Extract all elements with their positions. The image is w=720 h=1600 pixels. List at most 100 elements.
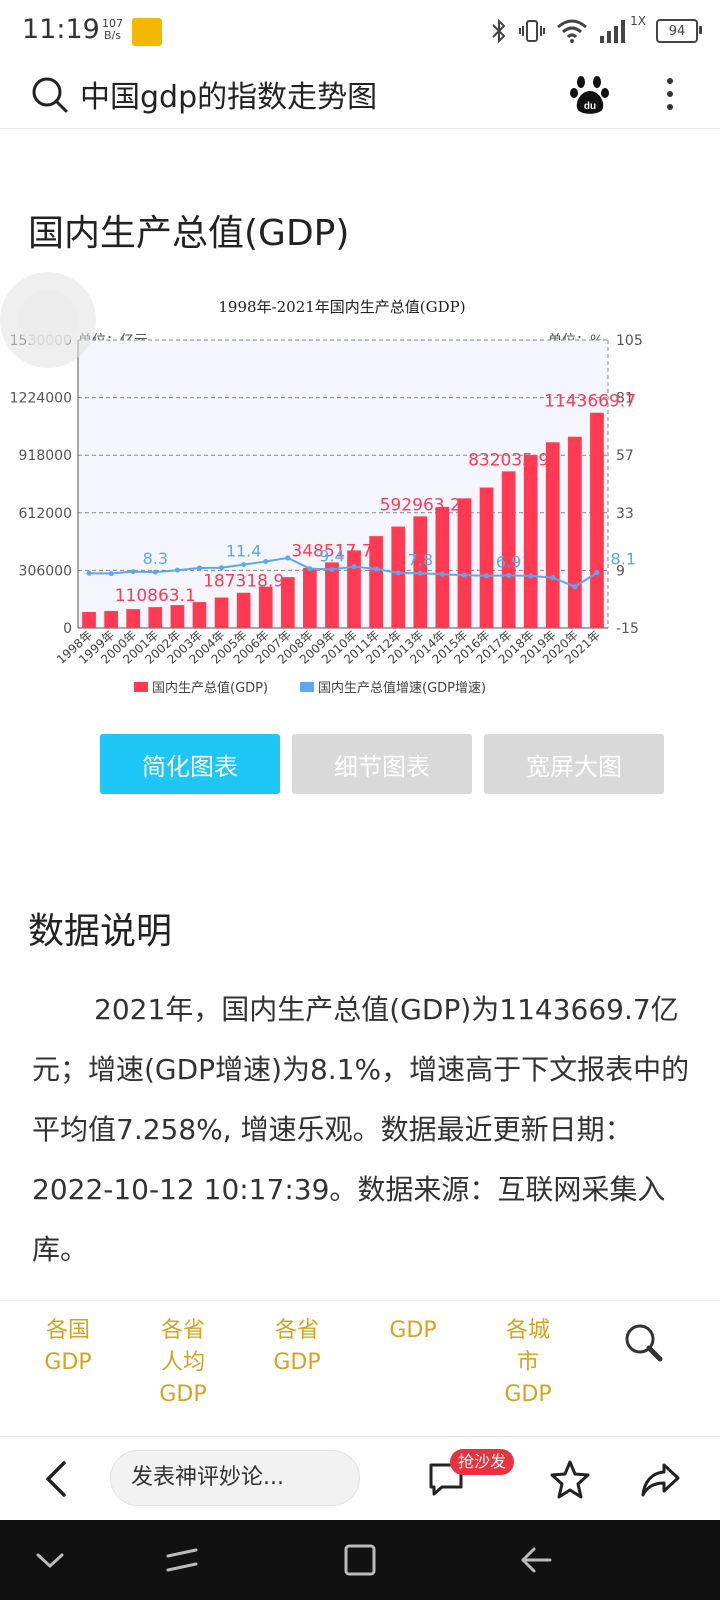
file-notification-icon bbox=[132, 18, 162, 46]
gdp-chart: 1998年-2021年国内生产总值(GDP) 单位：亿元 单位：% 030600… bbox=[0, 290, 720, 710]
data-description-heading: 数据说明 bbox=[28, 911, 173, 952]
status-icons: 1X 94 bbox=[490, 14, 702, 46]
legend-label-growth: 国内生产总值增速(GDP增速) bbox=[318, 680, 486, 696]
widescreen-chart-button[interactable]: 宽屏大图 bbox=[484, 734, 664, 794]
comment-input[interactable]: 发表神评妙论... bbox=[110, 1450, 360, 1506]
data-description-text: 2021年，国内生产总值(GDP)为1143669.7亿元；增速(GDP增速)为… bbox=[32, 980, 692, 1280]
link-provinces-gdp[interactable]: 各省 GDP bbox=[262, 1315, 332, 1379]
growth-rate-point bbox=[572, 584, 578, 590]
link-countries-gdp[interactable]: 各国 GDP bbox=[33, 1315, 103, 1379]
gdp-bar bbox=[148, 607, 163, 628]
share-icon[interactable] bbox=[640, 1459, 680, 1499]
link-text: GDP bbox=[159, 1382, 207, 1407]
y-right-tick-label: 105 bbox=[616, 333, 643, 349]
growth-rate-point bbox=[219, 565, 225, 571]
data-label: 8.3 bbox=[143, 549, 168, 568]
link-gdp[interactable]: GDP bbox=[378, 1315, 448, 1347]
more-menu-icon[interactable] bbox=[660, 74, 680, 114]
y-left-tick-label: 1224000 bbox=[10, 391, 72, 407]
battery-icon: 94 bbox=[656, 19, 702, 43]
growth-rate-point bbox=[196, 565, 202, 571]
y-left-tick-label: 918000 bbox=[19, 448, 72, 464]
gdp-bar bbox=[170, 605, 185, 628]
growth-rate-point bbox=[484, 573, 490, 579]
gdp-bar bbox=[258, 586, 273, 628]
y-right-tick-label: 57 bbox=[616, 448, 634, 464]
link-text: GDP bbox=[273, 1350, 321, 1375]
link-text: 各省 bbox=[160, 1318, 205, 1343]
back-arrow-icon[interactable] bbox=[42, 1459, 72, 1499]
growth-rate-point bbox=[395, 570, 401, 576]
y-left-tick-label: 0 bbox=[63, 621, 72, 637]
network-speed-unit: B/s bbox=[104, 29, 121, 42]
sofa-badge[interactable]: 抢沙发 bbox=[450, 1449, 515, 1475]
baidu-paw-icon[interactable]: du bbox=[570, 72, 610, 116]
nav-home-icon[interactable] bbox=[340, 1540, 380, 1580]
status-time: 11:19 bbox=[22, 14, 100, 45]
link-provinces-per-capita-gdp[interactable]: 各省 人均 GDP bbox=[148, 1315, 218, 1411]
growth-rate-point bbox=[594, 570, 600, 576]
link-cities-gdp[interactable]: 各城 市 GDP bbox=[493, 1315, 563, 1411]
growth-rate-point bbox=[417, 570, 423, 576]
nav-menu-icon[interactable] bbox=[162, 1540, 202, 1580]
growth-rate-point bbox=[373, 566, 379, 572]
bottom-action-bar: 发表神评妙论... 抢沙发 bbox=[0, 1436, 720, 1521]
search-query[interactable]: 中国gdp的指数走势图 bbox=[80, 80, 378, 115]
wifi-icon bbox=[557, 19, 588, 43]
signal-icon bbox=[600, 20, 626, 43]
link-text: GDP bbox=[389, 1318, 437, 1343]
growth-rate-point bbox=[439, 571, 445, 577]
y-right-tick-label: -15 bbox=[616, 621, 639, 637]
network-speed: 107 B/s bbox=[102, 18, 123, 42]
gdp-bar bbox=[104, 610, 118, 628]
growth-rate-point bbox=[86, 570, 92, 576]
gdp-bar bbox=[280, 577, 295, 628]
growth-rate-point bbox=[130, 569, 136, 575]
vibrate-icon bbox=[519, 20, 546, 42]
y-right-tick-label: 9 bbox=[616, 563, 625, 579]
growth-rate-point bbox=[241, 562, 247, 568]
growth-rate-point bbox=[108, 571, 114, 577]
growth-rate-line bbox=[88, 556, 598, 588]
search-icon[interactable] bbox=[622, 1321, 664, 1363]
related-links: 各国 GDP 各省 人均 GDP 各省 GDP GDP 各城 市 GDP bbox=[0, 1300, 720, 1436]
data-label: 110863.1 bbox=[115, 586, 196, 606]
growth-rate-point bbox=[152, 569, 158, 575]
gdp-bar bbox=[82, 611, 96, 628]
gdp-bar bbox=[192, 602, 207, 628]
gdp-bar bbox=[590, 412, 604, 628]
growth-rate-point bbox=[285, 555, 291, 561]
favorite-star-icon[interactable] bbox=[550, 1459, 590, 1499]
battery-level: 94 bbox=[668, 23, 686, 39]
simple-chart-button[interactable]: 简化图表 bbox=[100, 734, 280, 794]
detail-chart-button[interactable]: 细节图表 bbox=[292, 734, 472, 794]
search-bar[interactable]: 中国gdp的指数走势图 du bbox=[0, 60, 720, 129]
link-text: 人均 bbox=[160, 1350, 205, 1375]
plot-area bbox=[78, 340, 608, 628]
y-left-tick-label: 612000 bbox=[19, 506, 72, 522]
growth-rate-point bbox=[174, 567, 180, 573]
nav-back-icon[interactable] bbox=[516, 1540, 556, 1580]
floating-assist-button[interactable] bbox=[0, 272, 96, 368]
gdp-bar bbox=[501, 471, 516, 628]
gdp-bar bbox=[325, 562, 339, 628]
gdp-bar bbox=[303, 567, 317, 628]
legend-swatch-growth bbox=[300, 682, 314, 692]
legend-swatch-gdp bbox=[134, 682, 148, 692]
gdp-bar bbox=[457, 498, 472, 628]
link-text: 各国 bbox=[45, 1318, 90, 1343]
link-text: 市 bbox=[516, 1350, 539, 1375]
growth-rate-point bbox=[461, 572, 467, 578]
growth-rate-point bbox=[307, 566, 313, 572]
nav-collapse-icon[interactable] bbox=[30, 1540, 70, 1580]
search-icon[interactable] bbox=[30, 75, 70, 115]
legend-label-gdp: 国内生产总值(GDP) bbox=[152, 680, 268, 696]
growth-rate-point bbox=[528, 573, 534, 579]
gdp-bar bbox=[126, 609, 141, 628]
data-label: 6.9 bbox=[496, 552, 521, 571]
bluetooth-icon bbox=[492, 18, 506, 44]
gdp-chart-svg: 1998年-2021年国内生产总值(GDP) 单位：亿元 单位：% 030600… bbox=[10, 298, 643, 696]
gdp-bar bbox=[568, 436, 582, 628]
growth-rate-point bbox=[263, 559, 269, 565]
growth-rate-point bbox=[506, 572, 512, 578]
